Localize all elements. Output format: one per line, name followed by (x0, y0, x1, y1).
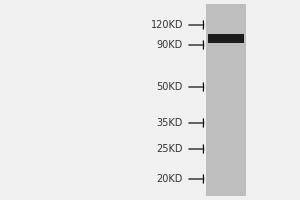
Bar (208, 34, 244, 43)
Text: 35KD: 35KD (157, 118, 183, 128)
Text: 90KD: 90KD (157, 40, 183, 50)
Bar (206, 4, 246, 196)
Text: 120KD: 120KD (151, 20, 183, 30)
Text: 25KD: 25KD (157, 144, 183, 154)
Text: 20KD: 20KD (157, 174, 183, 184)
Text: 50KD: 50KD (157, 82, 183, 92)
